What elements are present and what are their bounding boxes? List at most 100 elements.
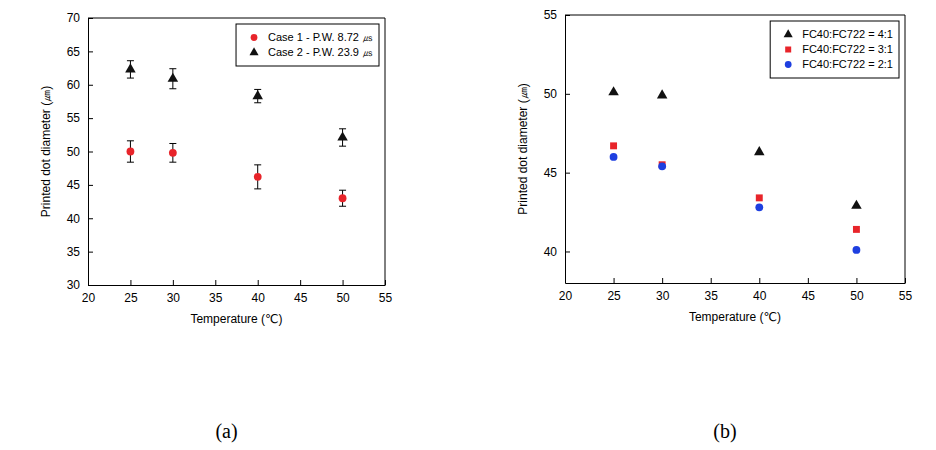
y-tick-label: 50 (544, 87, 558, 101)
y-tick: 60 (67, 78, 93, 92)
y-tick-mark (88, 118, 93, 119)
point (339, 194, 347, 202)
y-tick: 45 (544, 166, 570, 180)
error-bar-cap (127, 162, 134, 163)
y-axis-line (565, 16, 566, 284)
error-bar-cap (254, 102, 261, 103)
caption: (a) (215, 420, 237, 443)
y-tick-label: 50 (67, 145, 81, 159)
y-tick-label: 55 (67, 111, 81, 125)
y-tick-mark (88, 185, 93, 186)
point (254, 173, 262, 181)
x-tick-mark (130, 280, 131, 285)
y-tick-mark (88, 18, 93, 19)
y-tick: 50 (67, 145, 93, 159)
frame (905, 15, 906, 283)
error-bar (127, 141, 134, 162)
point (756, 194, 763, 201)
x-tick: 30 (167, 280, 181, 305)
y-tick-mark (88, 252, 93, 253)
y-tick-mark (88, 218, 93, 219)
point (610, 142, 617, 149)
error-bar-cap (254, 89, 261, 90)
frame (565, 15, 905, 16)
x-tick: 45 (802, 278, 816, 303)
error-bar (169, 143, 176, 162)
x-tick-label: 20 (559, 289, 573, 303)
legend-marker (251, 34, 258, 41)
x-tick-mark (215, 280, 216, 285)
legend-box (770, 21, 899, 78)
error-bar-cap (127, 140, 134, 141)
x-tick-mark (711, 278, 712, 283)
x-tick-label: 55 (379, 291, 393, 305)
x-tick-mark (343, 280, 344, 285)
x-tick-label: 30 (656, 289, 670, 303)
error-bar-cap (169, 68, 176, 69)
y-tick-mark (88, 51, 93, 52)
error-bar-cap (169, 162, 176, 163)
error-bar-cap (254, 164, 261, 165)
legend-marker (785, 47, 791, 53)
x-tick-label: 55 (899, 289, 913, 303)
error-bar-cap (254, 188, 261, 189)
x-tick-label: 25 (124, 291, 138, 305)
y-axis: 303540455055606570 (67, 11, 93, 292)
x-axis: 2025303540455055 (559, 278, 913, 303)
point (169, 149, 177, 157)
x-axis-line (89, 285, 386, 286)
error-bar-cap (339, 206, 346, 207)
legend: FC40:FC722 = 4:1FC40:FC722 = 3:1FC40:FC7… (770, 21, 899, 78)
y-tick-label: 45 (544, 166, 558, 180)
point (853, 246, 861, 254)
y-tick: 55 (67, 111, 93, 125)
y-tick-label: 65 (67, 45, 81, 59)
x-tick: 40 (753, 278, 767, 303)
x-tick: 55 (379, 280, 393, 305)
x-tick: 55 (899, 278, 913, 303)
x-tick-mark (905, 278, 906, 283)
error-bar-cap (339, 146, 346, 147)
y-tick-label: 30 (67, 278, 81, 292)
y-tick-label: 70 (67, 11, 81, 25)
y-tick: 40 (544, 245, 570, 259)
legend-box (236, 24, 379, 66)
caption: (b) (713, 420, 736, 443)
x-tick: 40 (252, 280, 266, 305)
x-tick-mark (808, 278, 809, 283)
point (755, 203, 763, 211)
legend-label: FC40:FC722 = 3:1 (802, 43, 893, 55)
figure: 2025303540455055303540455055606570Temper… (0, 0, 936, 450)
error-bar-cap (169, 88, 176, 89)
y-axis-title: Printed dot diameter (㎛) (39, 86, 53, 217)
x-tick: 25 (607, 278, 621, 303)
plot-area (125, 61, 348, 207)
y-tick: 55 (544, 8, 570, 22)
x-tick-mark (614, 278, 615, 283)
y-tick-label: 40 (544, 245, 558, 259)
y-tick: 40 (67, 212, 93, 226)
y-tick-mark (88, 285, 93, 286)
x-tick: 25 (124, 280, 138, 305)
x-axis-title: Temperature (℃) (190, 312, 282, 326)
y-axis-title: Printed dot diameter (㎛) (516, 83, 530, 214)
point (125, 63, 136, 72)
x-tick: 35 (209, 280, 223, 305)
error-bar (254, 165, 261, 189)
legend: Case 1 - P.W. 8.72 ㎲Case 2 - P.W. 23.9 ㎲ (236, 24, 379, 66)
legend-label: FC40:FC722 = 2:1 (802, 58, 893, 70)
x-axis: 2025303540455055 (82, 280, 393, 305)
x-tick-label: 50 (850, 289, 864, 303)
plot-area (608, 86, 861, 254)
x-tick-mark (856, 278, 857, 283)
point (851, 200, 862, 209)
point (754, 146, 765, 155)
x-tick-mark (662, 278, 663, 283)
legend-marker (249, 47, 258, 55)
point (337, 131, 348, 140)
error-bar-cap (127, 78, 134, 79)
y-tick: 50 (544, 87, 570, 101)
x-tick-label: 40 (753, 289, 767, 303)
y-tick: 70 (67, 11, 93, 25)
error-bar-cap (339, 128, 346, 129)
